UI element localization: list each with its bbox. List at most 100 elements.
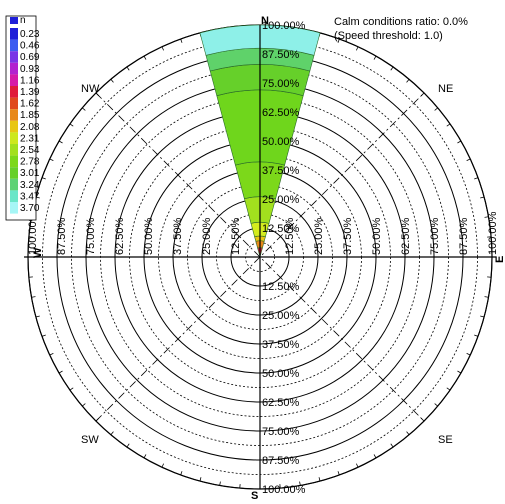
outer-tick [82,403,86,407]
outer-tick [406,431,410,435]
legend-swatch [10,39,18,52]
tick-label-west: 37.50% [172,217,184,255]
outer-tick [180,38,183,43]
outer-tick [49,352,54,356]
outer-tick [69,123,74,127]
outer-tick [58,140,63,144]
tick-label-south: 100.00% [262,484,306,496]
legend-level: 1.39 [20,87,40,98]
tick-label-east: 50.00% [371,217,383,255]
tick-label-south: 25.00% [262,310,300,322]
outer-tick [434,403,438,407]
outer-tick [406,79,410,83]
outer-tick [69,387,74,391]
legend-swatch [10,120,18,133]
tick-label-west: 50.00% [143,217,155,255]
tick-label-west: 100.00% [27,211,39,255]
legend-swatch [10,109,18,121]
tick-label-west: 12.50% [230,217,242,255]
legend-swatch [10,178,18,191]
outer-tick [355,463,359,468]
tick-label-south: 50.00% [262,368,300,380]
tick-label-east: 25.00% [313,217,325,255]
legend-level: 0.23 [20,29,40,40]
tick-label-east: 100.00% [487,211,499,255]
outer-tick [434,107,438,111]
outer-tick [446,387,451,391]
legend-swatch [10,167,18,179]
radial-tick-labels: 12.50%12.50%12.50%12.50%25.00%25.00%25.0… [27,20,499,496]
outer-tick [110,431,114,435]
outer-tick [41,177,46,180]
outer-tick [480,196,485,199]
legend-swatch [10,86,18,98]
outer-tick [373,55,377,60]
outer-tick [58,370,63,374]
tick-label-north: 12.50% [262,223,300,235]
legend-swatch [10,155,18,168]
legend-level: 3.47 [20,191,40,202]
outer-tick [355,46,359,51]
legend-level: 0.69 [20,52,40,63]
outer-tick [457,370,462,374]
direction-label-n: N [261,15,269,27]
outer-tick [390,66,394,71]
legend-level: 1.85 [20,110,40,121]
legend-level: 0.93 [20,64,40,75]
legend-level: 1.62 [20,99,40,110]
tick-label-north: 87.50% [262,49,300,61]
outer-tick [390,443,394,448]
tick-label-north: 37.50% [262,165,300,177]
outer-tick [373,454,377,459]
outer-tick [82,107,86,111]
tick-label-south: 62.50% [262,397,300,409]
tick-label-south: 37.50% [262,339,300,351]
outer-tick [474,334,479,337]
outer-tick [199,477,202,482]
outer-tick [474,177,479,180]
outer-tick [219,481,221,486]
legend-level: 1.16 [20,75,40,86]
outer-tick [337,471,340,476]
outer-tick [35,196,40,199]
direction-label-w: W [32,247,44,258]
outer-tick [480,315,485,318]
compass-axes [24,25,496,489]
direction-label-se: SE [438,434,453,446]
legend-swatch [10,144,18,156]
direction-label-nw: NW [81,83,100,95]
legend-level: 2.08 [20,122,40,133]
outer-tick [318,477,321,482]
tick-label-west: 75.00% [85,217,97,255]
outer-tick [31,296,36,298]
tick-label-south: 75.00% [262,426,300,438]
legend-swatch [10,62,18,75]
tick-label-north: 62.50% [262,107,300,119]
speed-threshold-text: (Speed threshold: 1.0) [334,30,443,42]
legend-level: 2.78 [20,157,40,168]
tick-label-west: 87.50% [56,217,68,255]
outer-tick [457,140,462,144]
tick-label-north: 75.00% [262,78,300,90]
tick-label-east: 37.50% [342,217,354,255]
legend-level: 0.46 [20,41,40,52]
legend-level: 3.24 [20,180,40,191]
direction-label-ne: NE [438,83,453,95]
outer-tick [161,46,165,51]
outer-tick [41,334,46,337]
outer-tick [143,55,147,60]
outer-tick [143,454,147,459]
outer-tick [35,315,40,318]
legend-level: 3.01 [20,168,40,179]
tick-label-west: 62.50% [114,217,126,255]
outer-tick [180,471,183,476]
diagonal-axis [95,92,425,422]
tick-label-east: 87.50% [458,217,470,255]
tick-label-east: 75.00% [429,217,441,255]
legend-level: 2.31 [20,133,40,144]
legend-swatch [10,51,18,63]
legend-swatch [10,202,18,214]
outer-tick [337,38,340,43]
